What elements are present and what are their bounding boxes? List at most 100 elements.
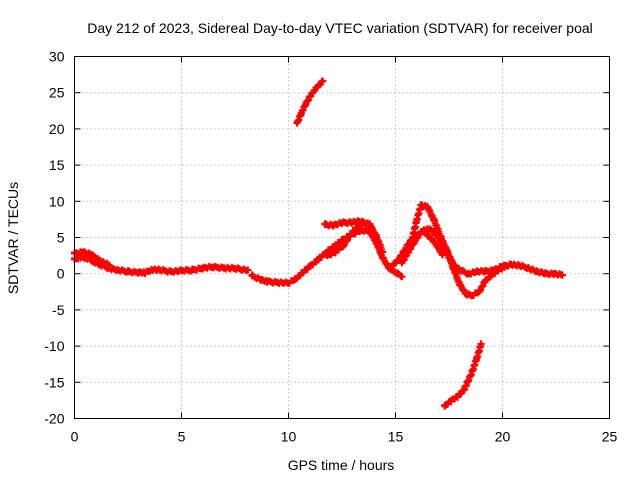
data-point [385, 264, 393, 272]
data-point [297, 109, 305, 117]
data-point [417, 201, 425, 209]
x-tick-label: 5 [178, 429, 186, 445]
data-point [443, 248, 451, 256]
data-point [533, 268, 541, 276]
data-point [96, 257, 104, 265]
y-tick-label: 5 [57, 230, 65, 246]
data-point [473, 268, 481, 276]
data-point [464, 270, 472, 278]
series-arc-2-upper [323, 219, 387, 260]
data-point [469, 367, 477, 375]
data-point [141, 269, 149, 277]
data-point [329, 221, 337, 229]
data-point [460, 386, 468, 394]
data-point [379, 248, 387, 256]
data-point [469, 291, 477, 299]
data-point [188, 266, 196, 274]
data-point [456, 281, 464, 289]
data-markers [441, 340, 485, 409]
data-point [406, 239, 414, 247]
data-point [475, 288, 483, 296]
data-point [338, 219, 346, 227]
y-tick-label: 0 [57, 266, 65, 282]
series-arc-high [293, 77, 327, 127]
data-point [220, 264, 228, 272]
x-axis-title: GPS time / hours [288, 457, 395, 473]
data-point [488, 271, 496, 279]
data-point [244, 266, 252, 274]
data-point [231, 265, 239, 273]
x-tick-label: 15 [388, 429, 404, 445]
chart-title: Day 212 of 2023, Sidereal Day-to-day VTE… [87, 20, 593, 36]
data-point [105, 261, 113, 269]
data-point [274, 278, 282, 286]
y-tick-label: 15 [49, 157, 65, 173]
data-point [398, 259, 406, 267]
data-point [291, 275, 299, 283]
data-point [167, 268, 175, 276]
data-point [347, 230, 355, 238]
data-point [306, 92, 314, 100]
y-tick-label: -5 [52, 302, 65, 318]
data-point [323, 252, 331, 260]
data-point [257, 275, 265, 283]
series-arc-2-top-row [321, 217, 372, 230]
data-point [88, 251, 96, 259]
data-point [477, 340, 485, 348]
data-point [372, 232, 380, 240]
data-point [441, 402, 449, 410]
y-tick-label: 20 [49, 121, 65, 137]
y-tick-label: -15 [44, 374, 64, 390]
data-point [314, 81, 322, 89]
data-point [79, 248, 87, 256]
data-point [550, 270, 558, 278]
data-point [501, 263, 509, 271]
y-tick-label: 10 [49, 193, 65, 209]
data-point [507, 260, 515, 268]
data-point [398, 273, 406, 281]
data-point [306, 262, 314, 270]
data-point [302, 100, 310, 108]
series-arc-3-mid [406, 227, 447, 259]
data-point [454, 393, 462, 401]
x-tick-labels: 0 5 10 15 20 25 [71, 429, 618, 445]
data-point [392, 268, 399, 276]
data-point [332, 241, 340, 249]
y-tick-label: 25 [49, 85, 65, 101]
data-point [419, 227, 427, 235]
data-point [199, 264, 207, 272]
data-point [314, 255, 322, 263]
data-point [494, 266, 502, 274]
data-point [355, 218, 363, 226]
data-point [310, 87, 318, 95]
data-point [148, 265, 156, 273]
x-tick-label: 0 [71, 429, 79, 445]
data-point [248, 272, 256, 280]
data-point [297, 270, 305, 278]
data-point [285, 279, 292, 287]
data-point [293, 119, 301, 127]
data-point [113, 266, 121, 274]
data-point [413, 232, 421, 240]
y-axis-title: SDTVAR / TECUs [5, 182, 21, 294]
data-point [524, 264, 532, 272]
data-point [430, 216, 438, 224]
data-point [481, 277, 489, 285]
data-point [319, 77, 327, 85]
data-point [347, 218, 355, 226]
data-point [462, 290, 470, 298]
data-point [426, 233, 434, 241]
data-point [210, 263, 218, 271]
data-point [541, 270, 549, 278]
x-tick-label: 10 [281, 429, 297, 445]
data-point [424, 203, 432, 211]
data-point [430, 228, 438, 236]
series-arc-low [441, 340, 485, 410]
data-point [124, 268, 132, 276]
data-point [436, 236, 444, 244]
data-layer [71, 77, 566, 410]
data-point [558, 271, 566, 279]
data-point [156, 266, 164, 274]
data-point [449, 264, 457, 272]
